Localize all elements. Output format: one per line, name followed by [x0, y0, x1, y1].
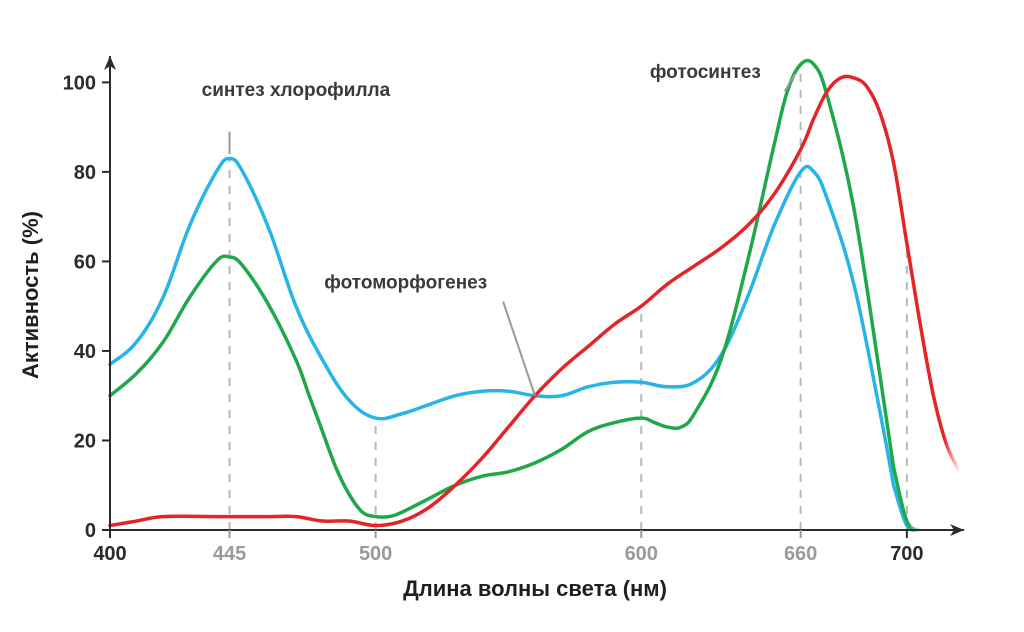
series-photomorphogenesis — [110, 76, 960, 525]
y-tick-label-60: 60 — [74, 251, 96, 273]
annotation-label-photosynthesis: фотосинтез — [650, 62, 761, 83]
x-tick-label-600: 600 — [625, 543, 658, 565]
annotation-photomorphogenesis: фотоморфогенез — [324, 272, 535, 395]
x-tick-label-400: 400 — [93, 543, 126, 565]
annotation-label-photomorphogenesis: фотоморфогенез — [324, 272, 487, 293]
annotation-leader-photomorphogenesis — [503, 302, 535, 396]
series-line-photomorphogenesis — [110, 76, 920, 525]
y-tick-label-0: 0 — [85, 520, 96, 542]
x-tick-label-445: 445 — [213, 543, 246, 565]
annotation-photosynthesis: фотосинтез — [650, 62, 796, 91]
x-axis-title: Длина волны света (нм) — [403, 576, 667, 601]
x-tick-label-500: 500 — [359, 543, 392, 565]
y-tick-label-40: 40 — [74, 341, 96, 363]
annotation-chlorophyll_synthesis: синтез хлорофилла — [202, 80, 391, 154]
annotation-label-chlorophyll_synthesis: синтез хлорофилла — [202, 80, 391, 101]
series-line-photosynthesis — [110, 61, 894, 518]
y-tick-label-80: 80 — [74, 162, 96, 184]
y-tick-label-20: 20 — [74, 430, 96, 452]
series-chlorophyll_synthesis — [110, 158, 920, 530]
series-photosynthesis — [110, 61, 920, 530]
x-tick-label-700: 700 — [890, 543, 923, 565]
x-tick-label-660: 660 — [784, 543, 817, 565]
series-line-fade-photomorphogenesis — [920, 324, 960, 472]
activity-spectrum-chart: 0 20 40 60 80 100 400 700 445 500 600 660 Длина волн… — [0, 0, 1024, 632]
y-axis-title: Активность (%) — [18, 211, 43, 379]
y-tick-label-100: 100 — [63, 72, 96, 94]
chart-svg: 0 20 40 60 80 100 400 700 445 500 600 660 Длина волн… — [0, 0, 1024, 632]
